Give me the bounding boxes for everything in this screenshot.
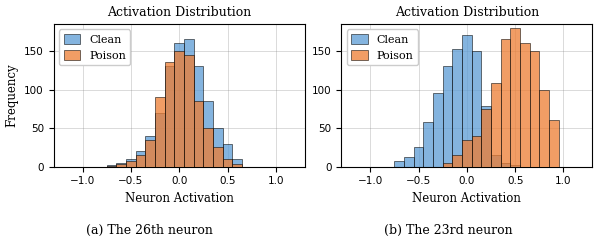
Bar [107,166,116,167]
Bar [213,147,222,167]
Bar [462,36,472,167]
Bar [423,122,433,167]
Bar [126,159,136,167]
Bar [184,55,194,167]
Bar [155,113,164,167]
Text: (b) The 23rd neuron: (b) The 23rd neuron [384,224,513,237]
Bar [145,136,155,167]
Bar [194,101,203,167]
Bar [223,159,232,167]
Bar [155,97,164,167]
Bar [481,106,491,167]
Bar [223,144,232,167]
Bar [136,155,145,167]
Bar [117,164,126,167]
Bar [203,101,213,167]
Bar [472,136,481,167]
Bar [404,157,414,167]
X-axis label: Neuron Activation: Neuron Activation [125,192,234,205]
Bar [501,39,510,167]
Bar [165,62,174,167]
Bar [433,93,443,167]
Bar [233,159,242,167]
Bar [184,39,194,167]
Bar [175,51,184,167]
Bar [539,90,549,167]
Bar [117,163,126,167]
Bar [165,66,174,167]
Legend: Clean, Poison: Clean, Poison [59,30,130,65]
Bar [145,140,155,167]
Bar [443,163,452,167]
Bar [491,83,501,167]
Bar [549,120,559,167]
Bar [136,151,145,167]
Bar [501,163,510,167]
Bar [203,128,213,167]
Bar [511,28,520,167]
Bar [414,147,423,167]
Bar [453,155,462,167]
Bar [453,49,462,167]
Bar [481,109,491,167]
Bar [462,140,472,167]
Bar [213,128,222,167]
Text: (a) The 26th neuron: (a) The 26th neuron [86,224,213,237]
Bar [443,66,452,167]
Bar [520,43,530,167]
Title: Activation Distribution: Activation Distribution [107,6,251,19]
Bar [491,155,501,167]
Bar [126,161,136,167]
Bar [175,43,184,167]
Title: Activation Distribution: Activation Distribution [395,6,539,19]
Bar [511,165,520,167]
X-axis label: Neuron Activation: Neuron Activation [413,192,521,205]
Bar [395,160,404,167]
Y-axis label: Frequency: Frequency [5,63,19,127]
Bar [530,51,539,167]
Bar [107,165,116,167]
Bar [472,51,481,167]
Legend: Clean, Poison: Clean, Poison [347,30,418,65]
Bar [233,164,242,167]
Bar [194,66,203,167]
